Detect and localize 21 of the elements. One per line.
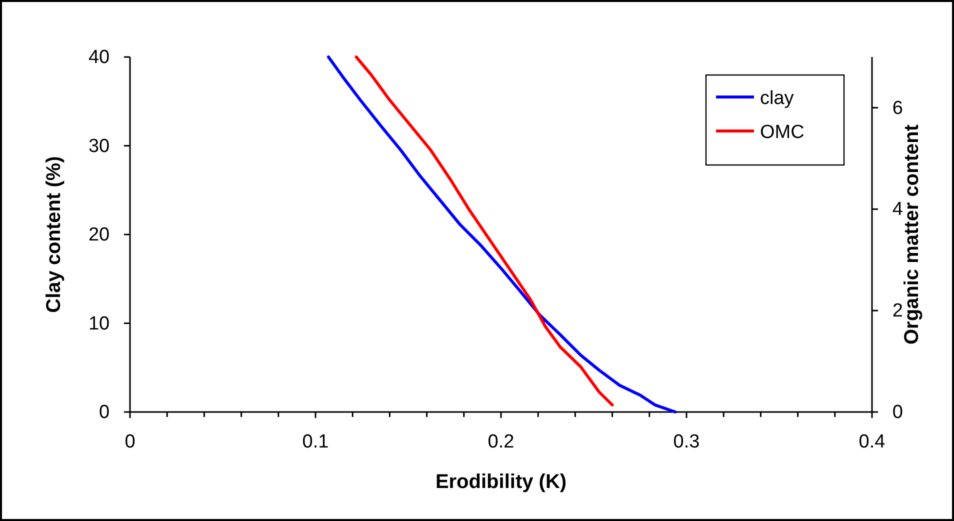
x-tick-label: 0.3 [673,432,700,453]
x-tick-label: 0.2 [488,432,514,453]
line-series [326,56,677,414]
line-series [354,56,614,406]
y2-tick-label: 2 [892,300,903,322]
x-tick-label: 0.1 [302,432,329,453]
y-tick-label: 40 [88,47,110,68]
y2-tick-label: 6 [892,98,903,119]
y-tick-label: 30 [88,136,110,157]
y2-tick-label: 0 [892,402,903,424]
y-tick-label: 20 [88,224,110,246]
x-tick-label: 0.4 [858,432,886,453]
legend-label: OMC [760,122,804,143]
y-tick-label: 0 [99,402,110,424]
y2-tick-label: 4 [892,199,904,220]
y-tick-label: 10 [88,313,110,334]
x-axis-title: Erodibility (K) [435,471,567,493]
x-tick-label: 0 [124,432,136,453]
y2-axis-title: Organic matter content [901,124,923,345]
y-axis-title: Clay content (%) [43,156,65,313]
legend-label: clay [760,88,794,109]
